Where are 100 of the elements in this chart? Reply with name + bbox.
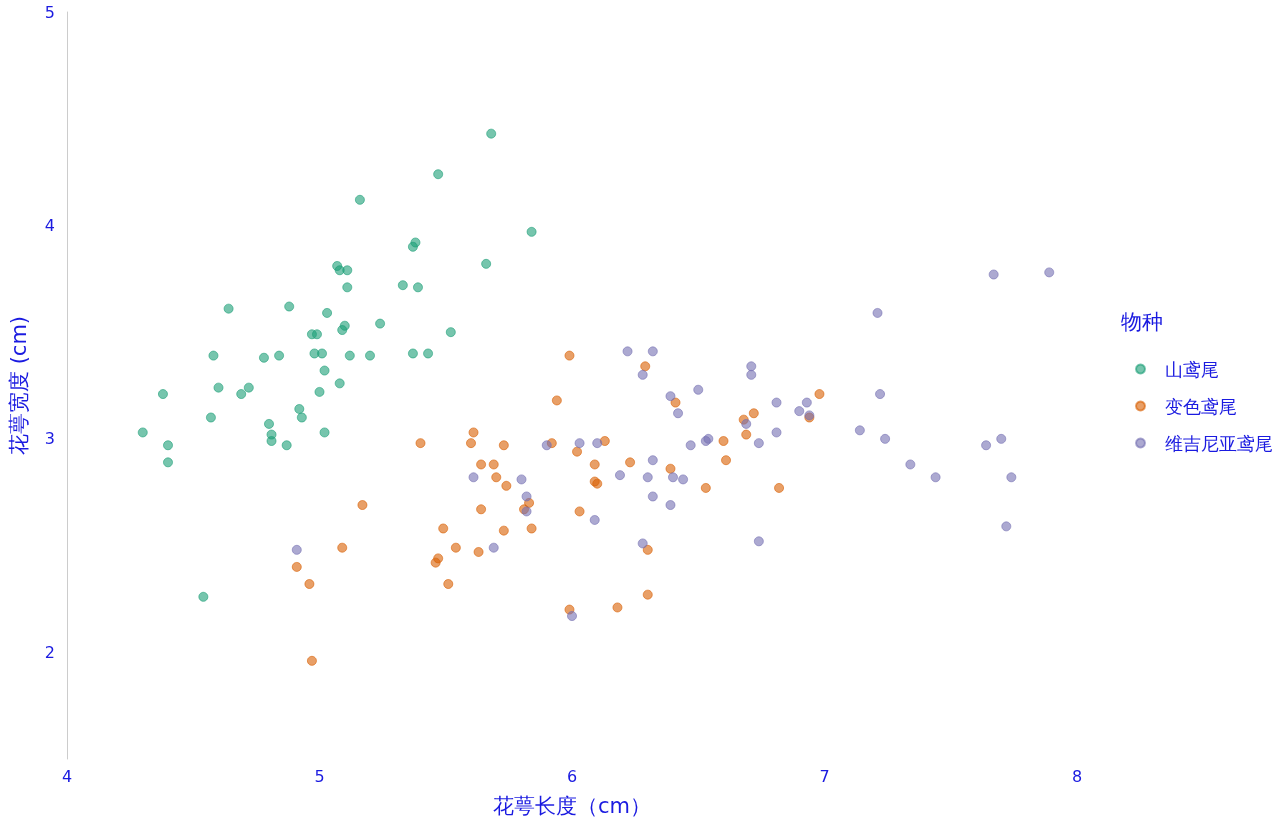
point: [1044, 267, 1055, 278]
point: [753, 438, 764, 449]
point: [473, 546, 484, 557]
point: [314, 386, 325, 397]
point: [670, 397, 681, 408]
point: [476, 459, 487, 470]
point: [589, 459, 600, 470]
point: [357, 500, 368, 511]
point: [668, 472, 678, 483]
point: [625, 457, 636, 468]
point: [665, 500, 676, 511]
point: [872, 307, 883, 318]
point: [665, 463, 676, 474]
point: [486, 128, 497, 139]
point: [521, 491, 532, 502]
point: [753, 536, 764, 547]
point: [415, 438, 426, 449]
x-tick-label: 7: [819, 766, 830, 786]
point: [526, 523, 537, 534]
point: [526, 226, 537, 237]
point: [445, 327, 456, 338]
point: [746, 369, 757, 380]
point: [700, 482, 711, 493]
point: [205, 412, 216, 423]
point: [423, 348, 434, 359]
y-tick-label: 5: [44, 2, 55, 22]
point: [637, 369, 648, 380]
point: [311, 329, 322, 340]
point: [274, 350, 285, 361]
point: [243, 382, 254, 393]
point: [647, 346, 658, 357]
point: [678, 474, 689, 485]
point: [741, 429, 752, 440]
point: [443, 578, 454, 589]
point: [163, 457, 173, 468]
point: [281, 440, 292, 451]
point: [337, 325, 348, 336]
point: [988, 269, 999, 280]
point: [365, 350, 375, 361]
y-tick-label: 4: [44, 215, 55, 235]
point: [1001, 521, 1012, 532]
point: [407, 348, 418, 359]
point: [574, 438, 585, 449]
point: [794, 406, 805, 417]
point: [488, 459, 499, 470]
point: [466, 438, 476, 449]
point: [647, 491, 658, 502]
point: [572, 446, 583, 457]
point: [317, 348, 328, 359]
point: [501, 480, 512, 491]
point: [880, 433, 891, 444]
point: [223, 303, 234, 314]
point: [814, 389, 825, 400]
x-axis-title: 花萼长度（cm）: [492, 793, 652, 818]
point: [642, 544, 653, 555]
point: [137, 427, 148, 438]
point: [981, 440, 992, 451]
point: [294, 403, 305, 414]
point: [291, 544, 302, 555]
point: [481, 258, 492, 269]
point: [875, 389, 886, 400]
point: [551, 395, 562, 406]
point: [637, 538, 648, 549]
point: [685, 440, 696, 451]
point: [375, 318, 386, 329]
x-tick-label: 8: [1071, 766, 1083, 786]
point: [665, 391, 676, 402]
point: [718, 435, 729, 446]
point: [342, 265, 353, 276]
point: [930, 472, 941, 483]
point: [476, 504, 487, 515]
point: [284, 301, 295, 312]
point: [208, 350, 219, 361]
point: [450, 542, 461, 553]
point: [433, 169, 444, 180]
point: [741, 418, 752, 429]
point: [748, 408, 759, 419]
point: [296, 412, 307, 423]
point: [854, 425, 865, 436]
point: [264, 418, 274, 429]
point: [157, 389, 168, 400]
point: [642, 589, 653, 600]
point: [258, 352, 269, 363]
point: [774, 482, 785, 493]
point: [567, 611, 577, 621]
point: [236, 389, 247, 400]
point: [468, 427, 479, 438]
point: [647, 455, 658, 466]
point: [1006, 472, 1017, 483]
point: [801, 397, 812, 408]
point: [996, 433, 1007, 444]
point: [693, 384, 704, 395]
point: [592, 438, 603, 449]
legend-label: 变色鸢尾: [1165, 395, 1237, 417]
point: [412, 282, 423, 293]
point: [614, 470, 625, 481]
point: [721, 455, 732, 466]
point: [622, 346, 633, 357]
point: [304, 578, 315, 589]
legend-label: 维吉尼亚鸢尾: [1165, 432, 1273, 454]
